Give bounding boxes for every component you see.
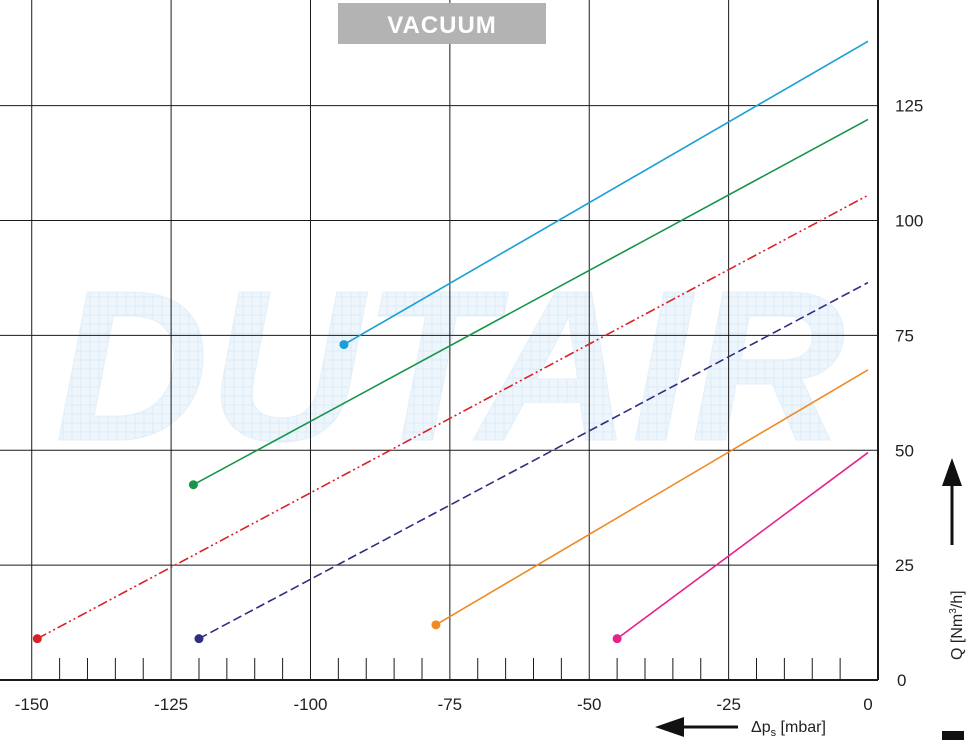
y-axis-arrow-head [942,458,962,486]
series-line-3 [36,194,869,640]
series-start-point-6 [612,634,622,644]
chart-title: VACUUM [387,12,497,39]
x-axis-label: Δps [mbar] [751,719,826,739]
axis-layer [0,0,879,681]
y-tick-label: 0 [897,671,906,690]
series-line-4 [198,281,869,640]
label-layer: -150 -125 -100 -75 -50 -25 0 0 25 50 75 100 125 Δps [… [15,97,966,740]
y-tick-label: 125 [895,97,923,116]
x-tick-label: -25 [716,695,741,714]
title-layer: VACUUM [338,3,546,44]
x-tick-label: -50 [577,695,602,714]
series-start-point-4 [194,634,204,644]
series-line-2 [193,118,869,486]
series-line-1 [343,40,869,346]
series-start-point-5 [431,620,441,630]
x-tick-label: -125 [154,695,188,714]
series-start-point-2 [188,480,198,490]
minor-tick-layer [59,658,841,680]
corner-mark [942,731,964,740]
x-axis-arrow-head [655,717,684,737]
x-tick-label: 0 [863,695,872,714]
y-tick-label: 25 [895,556,914,575]
y-tick-label: 75 [895,326,914,345]
series-start-point-3 [32,634,42,644]
x-tick-label: -75 [438,695,463,714]
y-axis-label: Q [Nm3/h] [948,590,966,660]
series-start-point-1 [339,340,349,350]
y-tick-label: 100 [895,212,923,231]
x-tick-label: -150 [15,695,49,714]
series-layer [32,40,869,644]
series-line-5 [435,369,869,626]
title-box [338,3,546,44]
x-tick-label: -100 [293,695,327,714]
series-line-6 [616,451,869,640]
y-tick-label: 50 [895,441,914,460]
